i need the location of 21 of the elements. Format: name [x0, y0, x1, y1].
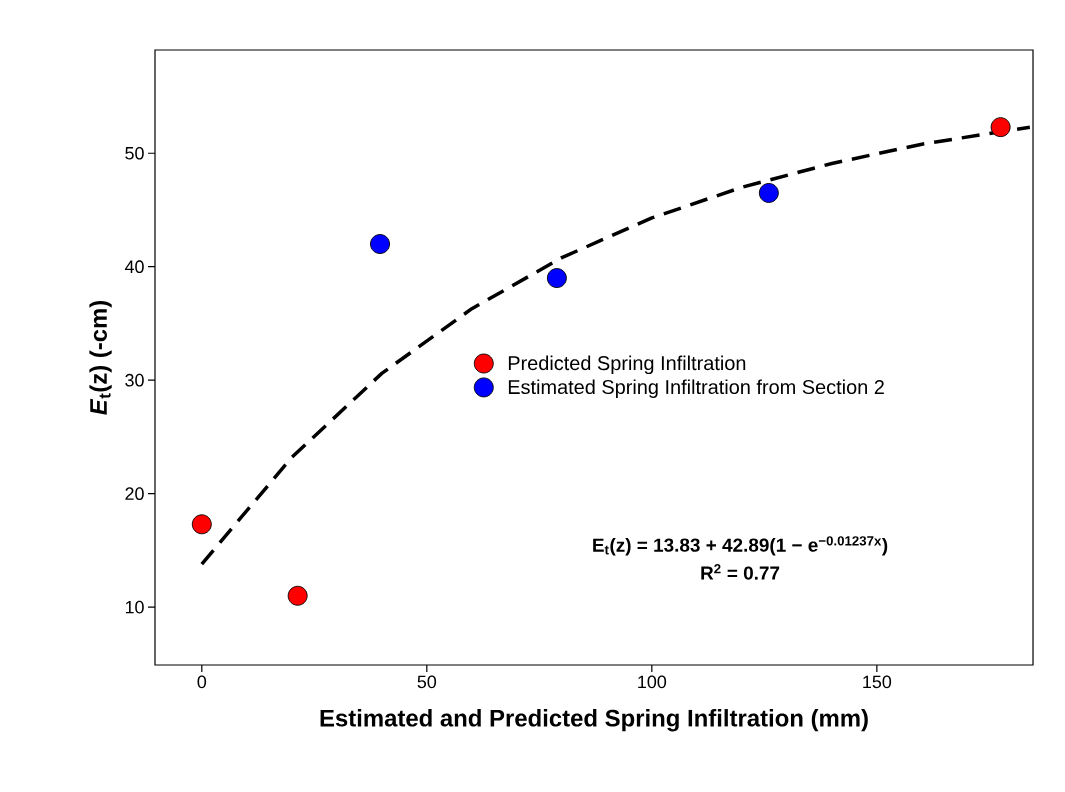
y-axis-title: E$_{t}$(z) (-cm)	[89, 300, 112, 415]
x-tick-label: 0	[197, 675, 207, 689]
x-tick-label: 50	[417, 675, 437, 689]
point	[191, 514, 212, 535]
legend-label: Predicted Spring Infiltration	[508, 355, 746, 375]
point	[370, 234, 390, 254]
x-tick-label: 100	[638, 675, 667, 689]
point	[758, 183, 779, 203]
annotation: R$^{2}$ = 0.77	[701, 564, 780, 580]
y-tick-label: 30	[125, 373, 144, 387]
x-tick-label: 150	[863, 675, 892, 689]
point	[546, 268, 567, 289]
y-tick-label: 20	[125, 487, 144, 501]
y-tick-label: 10	[125, 600, 144, 614]
point	[287, 585, 308, 606]
legend-label: Estimated Spring Infiltration from Section 2	[508, 379, 884, 399]
y-tick-label: 40	[124, 260, 144, 274]
annotation: E$_{t}$(z) = 13.83 + 42.89(1 − e$^{−0.01237x}$)	[593, 536, 888, 556]
point	[990, 117, 1011, 138]
y-tick-label: 50	[125, 146, 144, 160]
x-axis-title: Estimated and Predicted Spring Infiltration (mm)	[320, 709, 868, 732]
